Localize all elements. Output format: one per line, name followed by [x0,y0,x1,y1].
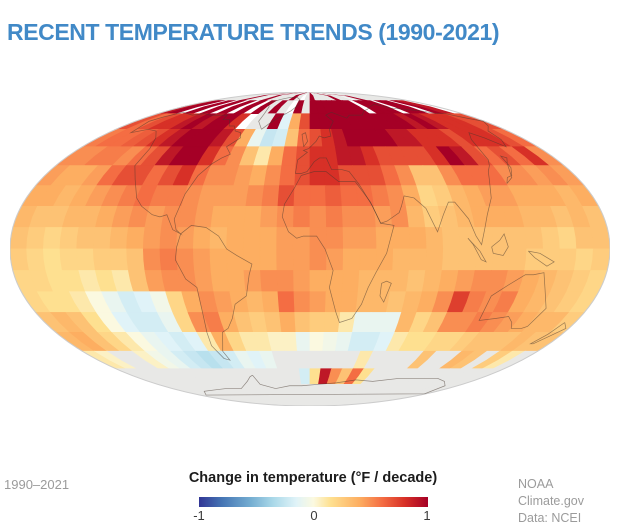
period-label: 1990–2021 [4,477,70,492]
source-line1: NOAA Climate.gov [518,477,584,508]
legend: Change in temperature (°F / decade) -1 0… [0,468,620,528]
colorbar-gradient [199,497,428,507]
colorbar-tick-zero: 0 [310,508,318,523]
colorbar-tick-neg1: -1 [193,508,205,523]
source-line2: Data: NCEI [518,511,582,525]
world-map-canvas [10,92,610,406]
source-attribution: NOAA Climate.gov Data: NCEI [518,476,620,527]
colorbar-tick-pos1: 1 [423,508,431,523]
legend-title: Change in temperature (°F / decade) [188,470,438,486]
page-title: RECENT TEMPERATURE TRENDS (1990-2021) [7,19,500,46]
